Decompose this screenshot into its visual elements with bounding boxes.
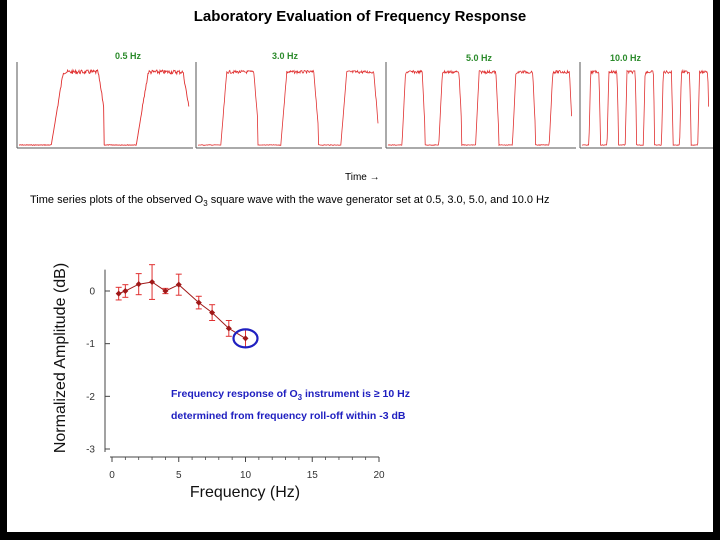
wave-panel-4: 10.0 Hz xyxy=(579,53,713,149)
x-axis-label: Frequency (Hz) xyxy=(190,484,300,501)
data-marker xyxy=(135,281,142,288)
wave-panel-1: 0.5 Hz xyxy=(16,51,193,149)
data-point-10 xyxy=(242,328,249,348)
data-point-1 xyxy=(115,286,122,301)
caption-text-2: square wave with the wave generator set … xyxy=(207,194,550,206)
wave-panel-label: 10.0 Hz xyxy=(610,53,642,63)
x-tick-label: 5 xyxy=(176,470,182,481)
x-tick-label: 15 xyxy=(307,470,319,481)
data-point-4 xyxy=(149,264,156,300)
y-tick-label: -2 xyxy=(86,392,95,403)
y-tick-label: 0 xyxy=(89,287,95,298)
data-marker xyxy=(115,290,122,297)
data-point-3 xyxy=(135,273,142,296)
data-point-5 xyxy=(162,287,169,295)
note-line-1-text-1: Frequency response of O xyxy=(171,388,298,400)
note-line-1: Frequency response of O3 instrument is ≥… xyxy=(171,385,410,407)
data-marker xyxy=(162,288,169,294)
wave-panel-label: 3.0 Hz xyxy=(272,51,299,61)
note-line-1-text-2: instrument is ≥ 10 Hz xyxy=(302,388,410,400)
wave-panel-label: 5.0 Hz xyxy=(466,53,493,63)
slide-title: Laboratory Evaluation of Frequency Respo… xyxy=(193,8,527,25)
highlight-circle xyxy=(232,328,259,349)
y-tick-label: -3 xyxy=(86,445,95,456)
data-point-9 xyxy=(225,319,232,337)
x-tick-label: 0 xyxy=(109,470,115,481)
data-marker xyxy=(195,299,202,306)
data-point-7 xyxy=(195,295,202,310)
wave-panel-label: 0.5 Hz xyxy=(115,51,142,61)
time-series-panels: 0.5 Hz 3.0 Hz 5.0 Hz 10.0 Hz xyxy=(16,51,713,149)
data-marker xyxy=(242,335,249,342)
data-marker xyxy=(225,325,232,332)
x-tick-label: 10 xyxy=(240,470,252,481)
figure-caption: Time series plots of the observed O3 squ… xyxy=(30,194,550,208)
frequency-response-chart: 0 -1 -2 -3 0 5 10 15 20 Frequency (Hz) Normalized … xyxy=(52,263,385,501)
wave-trace xyxy=(19,68,190,146)
caption-text-1: Time series plots of the observed O xyxy=(30,194,204,206)
note-line-2: determined from frequency roll-off withi… xyxy=(171,410,406,423)
frequency-note: Frequency response of O3 instrument is ≥… xyxy=(171,385,410,425)
response-line xyxy=(118,281,246,339)
slide: Laboratory Evaluation of Frequency Respo… xyxy=(7,0,713,532)
wave-panel-3: 5.0 Hz xyxy=(385,53,576,149)
wave-trace xyxy=(581,68,709,146)
y-tick-label: -1 xyxy=(86,339,95,350)
caption-subscript: 3 xyxy=(203,199,208,209)
data-point-2 xyxy=(122,284,129,298)
data-point-8 xyxy=(209,304,216,321)
data-marker xyxy=(175,281,182,288)
wave-panel-2: 3.0 Hz xyxy=(195,51,382,149)
x-tick-label: 20 xyxy=(373,470,385,481)
data-marker xyxy=(122,288,129,294)
wave-trace xyxy=(387,69,572,147)
data-marker xyxy=(209,309,216,316)
y-axis-label: Normalized Amplitude (dB) xyxy=(52,263,69,453)
data-point-6 xyxy=(175,273,182,296)
note-subscript: 3 xyxy=(297,393,303,403)
data-marker xyxy=(149,279,156,286)
time-axis-label: Time → xyxy=(345,172,380,183)
wave-trace xyxy=(197,69,379,146)
